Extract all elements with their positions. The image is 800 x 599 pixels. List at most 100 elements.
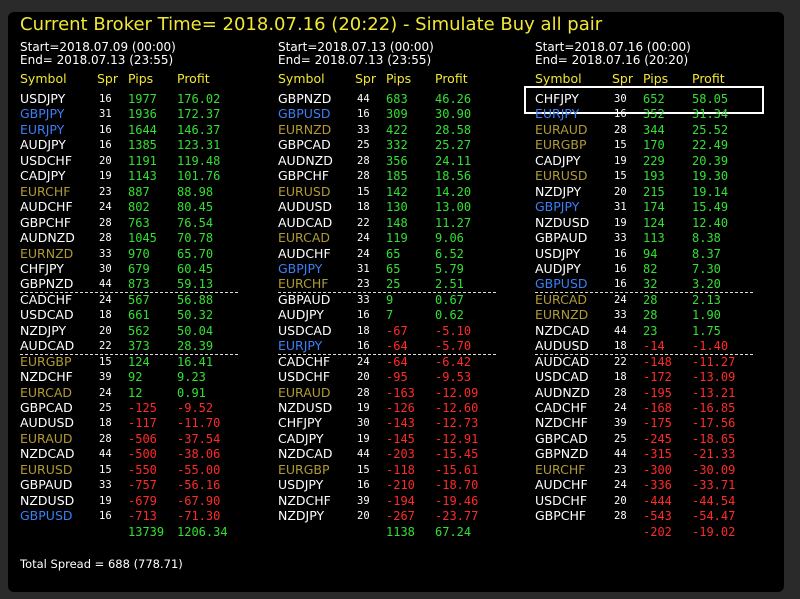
pips: -315 [643,447,672,462]
pips: 119 [386,231,408,246]
spread: 28 [614,386,627,399]
spread: 25 [99,402,112,414]
profit: -12.09 [435,385,479,400]
symbol: AUDNZD [278,152,333,168]
spread: 20 [99,324,112,337]
profit: -44.54 [692,493,736,508]
profit: -15.45 [435,447,479,462]
profit: -9.53 [435,370,472,385]
profit: 13.00 [435,200,472,215]
pips: 802 [128,200,150,215]
pips: 373 [128,339,150,354]
pips: 683 [386,92,408,106]
pips: 142 [386,184,408,199]
spread: 31 [614,201,627,214]
spread: 44 [357,93,370,105]
symbol: GBPUSD [278,106,331,122]
pips: 124 [643,215,665,230]
spread: 39 [614,417,627,430]
profit: 5.79 [435,261,464,276]
symbol: AUDCAD [278,214,333,230]
pips: 332 [386,138,408,153]
profit: 15.49 [692,200,729,215]
pips: -210 [386,478,415,493]
pips: 65 [386,246,401,261]
pips: -67 [386,323,408,338]
spread: 23 [357,278,370,291]
spread: 19 [99,494,112,507]
profit: -56.16 [177,478,221,493]
spread: 28 [614,510,627,523]
pips: 352 [643,107,665,122]
symbol: USDJPY [278,477,324,493]
spread: 18 [614,340,627,353]
profit: 24.11 [435,153,472,168]
spread: 16 [99,123,112,136]
spread: 28 [357,154,370,167]
pips: 887 [128,184,150,199]
pips: 148 [386,215,408,230]
profit: -9.52 [177,401,214,415]
pips: 970 [128,246,150,261]
profit: -18.65 [692,431,736,446]
spread: 19 [357,432,370,445]
symbol: GBPCHF [535,508,587,524]
separator [20,353,238,355]
profit: -17.56 [692,416,736,431]
pips: -14 [643,339,665,354]
symbol: EURGBP [535,137,587,153]
profit: -1.40 [692,339,729,354]
pips: -95 [386,370,408,385]
symbol: USDCHF [278,369,331,385]
pips: -550 [128,462,157,477]
pips: -126 [386,401,415,415]
column-header: Profit [692,71,725,86]
profit: 172.37 [177,107,221,122]
symbol: AUDUSD [278,199,333,215]
spread: 24 [99,201,112,214]
spread: 33 [357,293,370,306]
profit: 176.02 [177,92,221,106]
profit: 28.39 [177,339,214,354]
column-header: Spr [355,71,377,86]
symbol: GBPUSD [535,276,588,292]
profit: -11.27 [692,354,736,369]
symbol: CHFJPY [535,91,579,106]
pips: -172 [643,370,672,385]
spread: 33 [99,479,112,492]
spread: 20 [357,371,370,384]
symbol: AUDJPY [535,260,581,276]
pips: 94 [643,246,658,261]
spread: 24 [357,247,370,260]
profit: 2.13 [692,292,721,307]
profit: 56.88 [177,292,214,307]
total-profit: -19.02 [692,524,736,539]
profit: 7.30 [692,261,721,276]
pips: -163 [386,385,415,400]
symbol: CADJPY [20,168,66,184]
column-header: Spr [97,71,119,86]
profit: 30.90 [435,107,472,122]
spread: 18 [614,371,627,384]
pips: -543 [643,509,672,524]
symbol: EURAUD [278,384,331,400]
spread: 22 [614,355,627,368]
total-profit: 67.24 [435,524,472,539]
symbol: NZDCHF [20,369,73,385]
profit: 31.34 [692,107,729,122]
symbol: NZDCHF [278,492,331,508]
profit: -23.77 [435,509,479,524]
spread: 33 [99,247,112,260]
symbol: AUDCHF [20,199,73,215]
column-header: Symbol [278,71,325,86]
profit: -38.06 [177,447,221,462]
spread: 20 [357,510,370,523]
pips: 1143 [128,169,157,184]
symbol: GBPCAD [20,400,73,415]
symbol: GBPUSD [20,508,73,524]
profit: 9.23 [177,370,206,385]
profit: -12.73 [435,416,479,431]
spread: 33 [357,123,370,136]
profit: 9.06 [435,231,464,246]
